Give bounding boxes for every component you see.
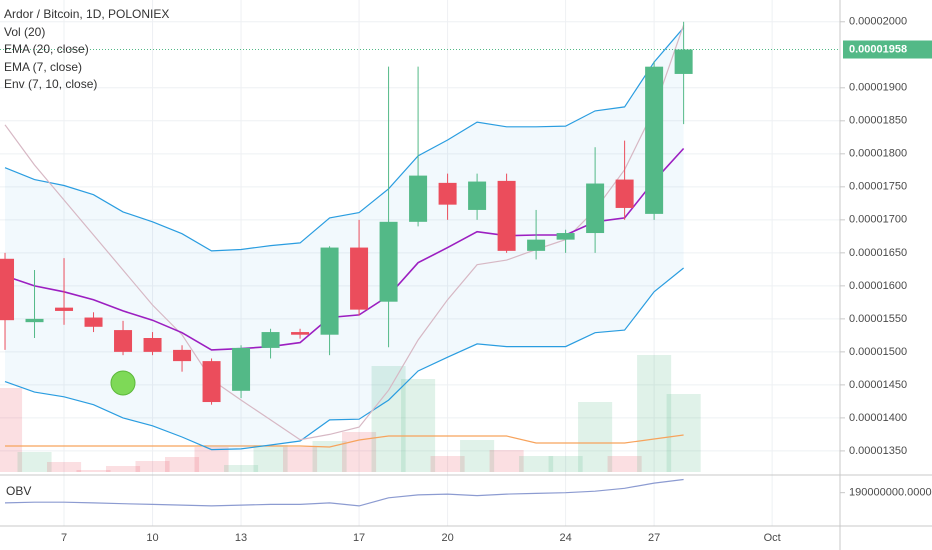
volume-bar <box>253 445 288 472</box>
volume-bar <box>607 456 642 472</box>
candle-body <box>320 247 339 335</box>
y-tick-label: 0.00001700 <box>849 214 907 226</box>
x-tick-label: 24 <box>559 532 571 544</box>
volume-bar <box>194 447 229 472</box>
candle-body <box>25 318 44 323</box>
volume-bar <box>283 447 318 472</box>
volume-bar <box>312 441 347 472</box>
volume-bar <box>17 452 52 472</box>
x-tick-label: 17 <box>353 532 365 544</box>
candle-body <box>84 317 103 327</box>
obv-line <box>4 478 684 507</box>
y-tick-label: 0.00001650 <box>849 247 907 259</box>
y-tick-label: 0.00001450 <box>849 379 907 391</box>
y-tick-label: 190000000.0000 <box>849 487 932 499</box>
candle-body <box>645 66 664 214</box>
candle-body <box>55 307 74 311</box>
volume-bar <box>135 461 170 472</box>
x-tick-label: 13 <box>235 532 247 544</box>
x-tick-label: 20 <box>441 532 453 544</box>
candle-body <box>114 330 133 352</box>
candle-body <box>291 332 310 335</box>
y-tick-label: 0.00001850 <box>849 115 907 127</box>
legend-entry: Env (7, 10, close) <box>4 77 97 91</box>
envelope-fill <box>5 27 684 450</box>
volume-bar <box>46 462 82 472</box>
y-tick-label: 0.00001550 <box>849 313 907 325</box>
candle-body <box>674 49 693 74</box>
volume-bar <box>224 465 259 472</box>
volume-ma <box>5 434 684 448</box>
candle-body <box>0 258 15 321</box>
ema-line <box>4 147 685 351</box>
obv-label: OBV <box>6 484 31 498</box>
volume-bar <box>430 456 465 472</box>
legend-entry: EMA (7, close) <box>4 60 82 74</box>
volume-bar <box>371 366 406 472</box>
volume-bar <box>0 388 23 472</box>
candle-body <box>468 181 487 210</box>
y-tick-label: 0.00001600 <box>849 280 907 292</box>
x-tick-label: 7 <box>61 532 67 544</box>
y-tick-label: 0.00001750 <box>849 181 907 193</box>
candle-body <box>586 183 605 234</box>
candle-body <box>615 179 634 208</box>
x-tick-label: Oct <box>764 532 781 544</box>
candle-body <box>232 347 251 391</box>
grid <box>0 0 840 526</box>
chart-title: Ardor / Bitcoin, 1D, POLONIEX <box>4 7 169 21</box>
candle-body <box>556 233 575 240</box>
volume-bar <box>401 379 436 472</box>
envelope-lower <box>4 267 684 451</box>
x-tick-label: 27 <box>648 532 660 544</box>
volume-bar <box>519 456 554 472</box>
volume-bar <box>637 355 672 472</box>
y-tick-label: 0.00001800 <box>849 148 907 160</box>
y-tick-label: 0.00001900 <box>849 82 907 94</box>
price-tag <box>843 40 932 59</box>
x-tick-label: 10 <box>146 532 158 544</box>
y-tick-label: 0.00002000 <box>849 16 907 28</box>
envelope-upper <box>4 27 685 252</box>
y-tick-label: 0.00001400 <box>849 412 907 424</box>
axes: 7 10 13 17 20 24 27 Oct 0.00001350 0.00001400 0.00… <box>61 16 932 544</box>
volume-bar <box>548 456 583 472</box>
candle-body <box>497 180 516 251</box>
annotation-dot <box>110 370 136 396</box>
volume-bar <box>105 466 141 472</box>
candle-body <box>438 182 457 205</box>
volume-bar <box>489 450 524 472</box>
y-tick-label: 0.00001500 <box>849 346 907 358</box>
candle-body <box>202 361 221 403</box>
volume-bar <box>165 457 200 472</box>
candle-body <box>261 332 280 348</box>
plot <box>0 21 840 507</box>
candle-body <box>379 221 398 302</box>
candle-body <box>409 175 428 222</box>
candle-body <box>350 247 369 310</box>
volume-bar <box>666 394 701 472</box>
volume-bar <box>76 470 111 472</box>
candle-body <box>173 349 192 362</box>
price-tag-label: 0.00001958 <box>849 43 907 55</box>
volume-bar <box>578 402 613 472</box>
volume-bar <box>460 440 495 472</box>
candle-body <box>143 338 162 352</box>
legend-entry: EMA (20, close) <box>4 42 89 56</box>
legend-entry: Vol (20) <box>4 25 45 39</box>
candle-body <box>527 239 546 251</box>
y-tick-label: 0.00001350 <box>849 445 907 457</box>
